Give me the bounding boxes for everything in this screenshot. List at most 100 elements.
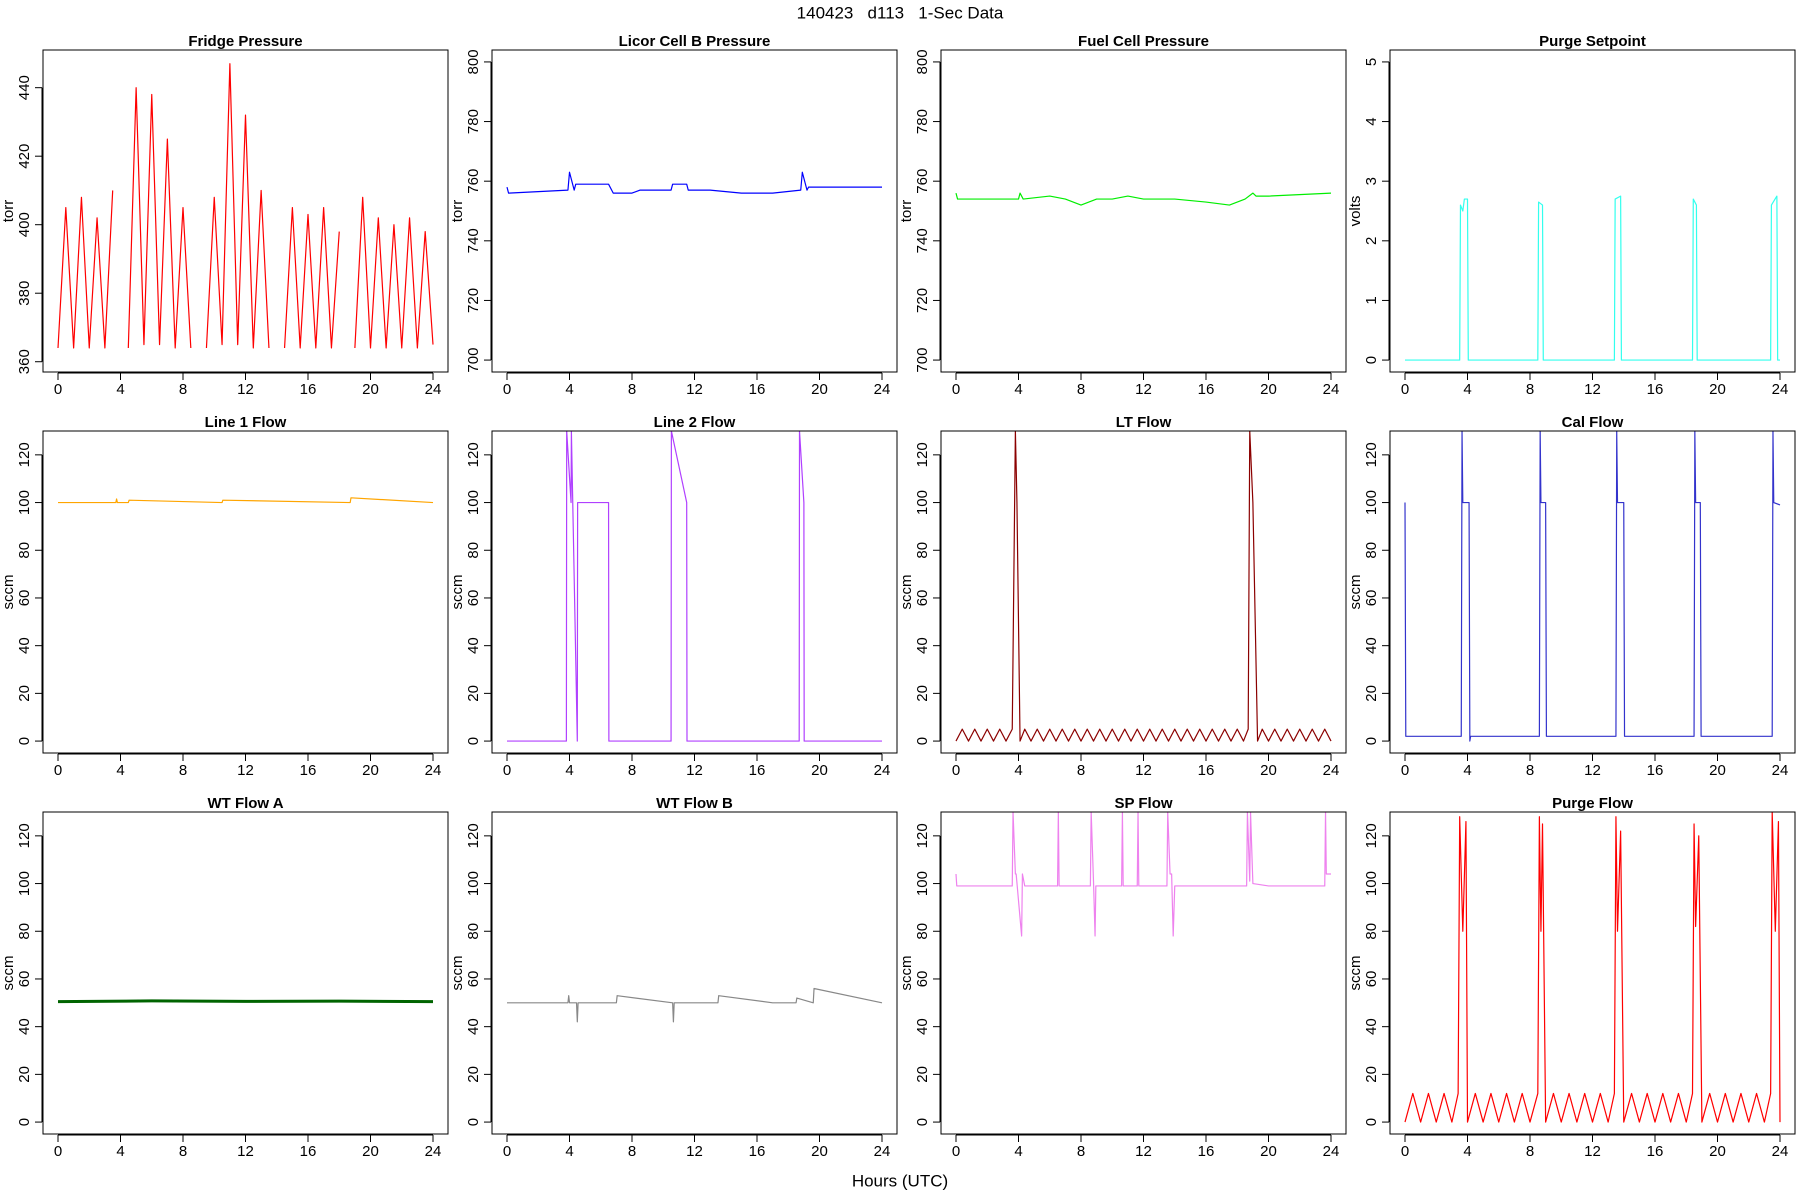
y-tick-label: 100 [16,871,33,896]
x-tick-label: 8 [628,381,636,398]
x-tick-label: 0 [503,1143,511,1160]
y-tick-label: 40 [914,1018,931,1035]
panel-title: Cal Flow [1562,414,1624,431]
y-tick-label: 40 [1363,1018,1380,1035]
x-tick-label: 4 [116,381,124,398]
plot-area [1404,431,1781,742]
y-tick-label: 720 [465,288,482,313]
x-tick-label: 16 [749,762,766,779]
y-tick-label: 700 [914,348,931,373]
plot-area [955,812,1331,937]
plot-area [1405,195,1780,361]
x-tick-label: 8 [179,1143,187,1160]
plot-frame [42,811,449,1135]
y-axis-label: volts [1347,196,1364,227]
x-tick-label: 4 [1463,381,1471,398]
x-tick-label: 20 [811,1143,828,1160]
y-tick-label: 0 [16,1118,33,1126]
data-line [955,812,1331,937]
x-tick-label: 4 [565,762,573,779]
y-tick-label: 60 [465,590,482,607]
y-tick-label: 800 [914,49,931,74]
x-tick-label: 16 [300,1143,317,1160]
y-tick-label: 20 [914,1066,931,1083]
x-tick-label: 24 [1772,381,1789,398]
x-tick-label: 12 [1584,381,1601,398]
x-tick-label: 0 [503,381,511,398]
x-tick-label: 0 [54,1143,62,1160]
y-tick-label: 0 [1363,356,1380,364]
x-tick-label: 20 [362,1143,379,1160]
plot-frame [940,811,1347,1135]
plot-frame [1389,430,1796,754]
panel-title: Purge Flow [1552,795,1633,812]
x-tick-label: 0 [54,762,62,779]
x-tick-label: 0 [1401,762,1409,779]
x-tick-label: 0 [54,381,62,398]
x-tick-label: 12 [1584,762,1601,779]
y-tick-label: 760 [465,169,482,194]
panel-title: Line 2 Flow [654,414,736,431]
plot-area [1404,812,1781,1123]
plot-frame [491,49,898,373]
y-axis-label: torr [449,200,466,223]
x-tick-label: 20 [1709,381,1726,398]
x-tick-label: 16 [1198,762,1215,779]
y-tick-label: 100 [1363,871,1380,896]
x-tick-label: 12 [1584,1143,1601,1160]
data-line [506,171,882,194]
y-tick-label: 20 [465,685,482,702]
x-tick-label: 16 [1647,381,1664,398]
x-tick-label: 8 [1077,1143,1085,1160]
y-tick-label: 20 [16,1066,33,1083]
y-tick-label: 5 [1363,58,1380,66]
y-tick-label: 60 [1363,971,1380,988]
y-tick-label: 100 [465,871,482,896]
plot-frame [491,430,898,754]
x-tick-label: 16 [300,381,317,398]
x-tick-label: 16 [1647,762,1664,779]
y-tick-label: 780 [914,109,931,134]
y-tick-label: 0 [465,1118,482,1126]
x-tick-label: 12 [237,1143,254,1160]
plot-frame [1389,811,1796,1135]
y-tick-label: 60 [1363,590,1380,607]
x-tick-label: 20 [362,381,379,398]
x-tick-label: 4 [1014,762,1022,779]
x-tick-label: 16 [749,381,766,398]
plot-frame [42,430,449,754]
x-tick-label: 12 [686,381,703,398]
x-tick-label: 16 [1198,1143,1215,1160]
x-tick-label: 24 [874,1143,891,1160]
plot-area [57,63,434,349]
y-tick-label: 420 [16,144,33,169]
x-tick-label: 20 [811,381,828,398]
data-line [507,431,882,742]
y-tick-label: 0 [914,737,931,745]
y-tick-label: 120 [16,442,33,467]
panel-title: Purge Setpoint [1539,33,1646,50]
x-tick-label: 0 [952,381,960,398]
x-tick-label: 4 [1014,1143,1022,1160]
plot-area [507,431,882,742]
y-tick-label: 80 [16,923,33,940]
plot-frame [940,49,1347,373]
x-tick-label: 20 [1709,762,1726,779]
y-tick-label: 100 [914,490,931,515]
x-tick-label: 4 [116,1143,124,1160]
plot-area [506,171,882,194]
y-axis-label: sccm [898,956,915,991]
panel-title: Line 1 Flow [205,414,287,431]
x-tick-label: 4 [1463,1143,1471,1160]
y-tick-label: 4 [1363,117,1380,125]
x-tick-label: 20 [811,762,828,779]
y-tick-label: 60 [914,971,931,988]
x-tick-label: 20 [1709,1143,1726,1160]
y-tick-label: 20 [465,1066,482,1083]
x-tick-label: 8 [179,762,187,779]
x-tick-label: 16 [1647,1143,1664,1160]
x-tick-label: 20 [362,762,379,779]
x-tick-label: 24 [1772,762,1789,779]
y-tick-label: 740 [465,228,482,253]
